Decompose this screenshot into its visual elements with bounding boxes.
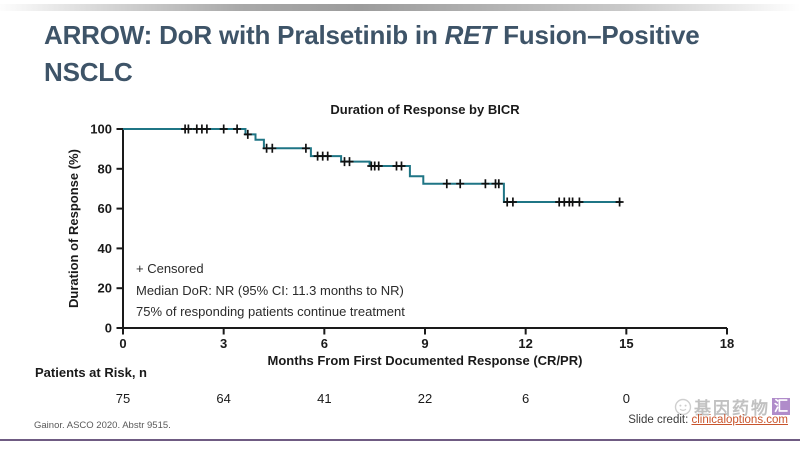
- svg-text:60: 60: [98, 201, 112, 216]
- slide-credit-label: Slide credit:: [628, 414, 692, 426]
- x-axis-ticks: 0 3 6 9 12 15 18: [119, 328, 734, 351]
- svg-text:0: 0: [105, 321, 112, 336]
- y-axis-label: Duration of Response (%): [66, 149, 81, 308]
- svg-text:20: 20: [98, 281, 112, 296]
- chart-title: Duration of Response by BICR: [330, 102, 520, 117]
- slide-title-prefix: ARROW: DoR with Pralsetinib in: [44, 20, 445, 50]
- risk-table-value: 0: [623, 391, 630, 406]
- annotations: + Censored Median DoR: NR (95% CI: 11.3 m…: [136, 261, 405, 319]
- slide-credit: Slide credit: clinicaloptions.com: [628, 414, 788, 426]
- slide-title: ARROW: DoR with Pralsetinib in RET Fusio…: [44, 17, 744, 91]
- slide-title-gene: RET: [444, 20, 497, 50]
- svg-text:3: 3: [220, 336, 227, 351]
- slide-title-suffix: Fusion–Positive NSCLC: [44, 20, 700, 87]
- svg-text:80: 80: [98, 161, 112, 176]
- watermark-badge: 汇: [772, 398, 790, 415]
- svg-text:15: 15: [619, 336, 633, 351]
- svg-text:+ Censored: + Censored: [136, 261, 204, 276]
- top-gradient-bar: [0, 4, 800, 11]
- citation-text: Gainor. ASCO 2020. Abstr 9515.: [34, 420, 171, 431]
- risk-table-value: 6: [522, 391, 529, 406]
- km-curve: [123, 128, 622, 203]
- svg-text:9: 9: [421, 336, 428, 351]
- svg-text:0: 0: [119, 336, 126, 351]
- axes: [122, 129, 727, 329]
- risk-table-value: 41: [317, 391, 331, 406]
- svg-text:75% of responding patients con: 75% of responding patients continue trea…: [136, 304, 405, 319]
- risk-table-value: 64: [216, 391, 230, 406]
- risk-table-label: Patients at Risk, n: [35, 365, 147, 380]
- risk-table: Patients at Risk, n 75 64 41 22 6 0: [35, 365, 630, 406]
- svg-text:40: 40: [98, 241, 112, 256]
- svg-text:6: 6: [321, 336, 328, 351]
- risk-table-value: 22: [418, 391, 432, 406]
- y-axis-ticks: 0 20 40 60 80 100: [90, 122, 123, 336]
- svg-text:18: 18: [720, 336, 734, 351]
- svg-text:12: 12: [518, 336, 532, 351]
- svg-text:Median DoR: NR (95% CI: 11.3 m: Median DoR: NR (95% CI: 11.3 months to N…: [136, 283, 404, 298]
- risk-table-value: 75: [116, 391, 130, 406]
- censor-marks: [181, 124, 624, 207]
- bottom-divider: [0, 439, 800, 441]
- slide-credit-link[interactable]: clinicaloptions.com: [691, 414, 788, 426]
- x-axis-label: Months From First Documented Response (C…: [268, 353, 583, 368]
- chart-labels: Duration of Response by BICR Duration of …: [66, 102, 582, 368]
- svg-text:100: 100: [90, 122, 112, 137]
